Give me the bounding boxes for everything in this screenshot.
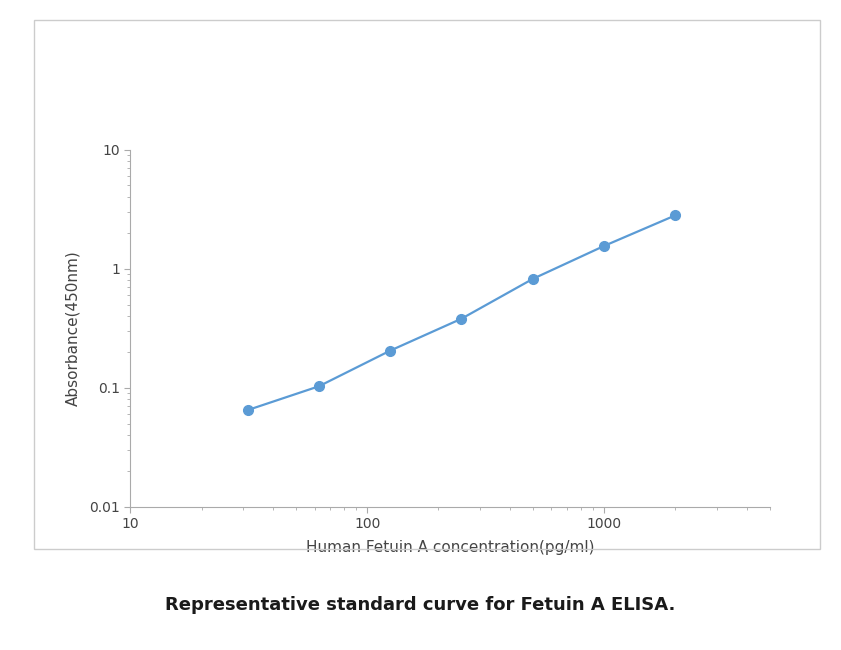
X-axis label: Human Fetuin A concentration(pg/ml): Human Fetuin A concentration(pg/ml) <box>305 540 595 554</box>
Text: Representative standard curve for Fetuin A ELISA.: Representative standard curve for Fetuin… <box>166 595 675 614</box>
Y-axis label: Absorbance(450nm): Absorbance(450nm) <box>66 250 81 406</box>
